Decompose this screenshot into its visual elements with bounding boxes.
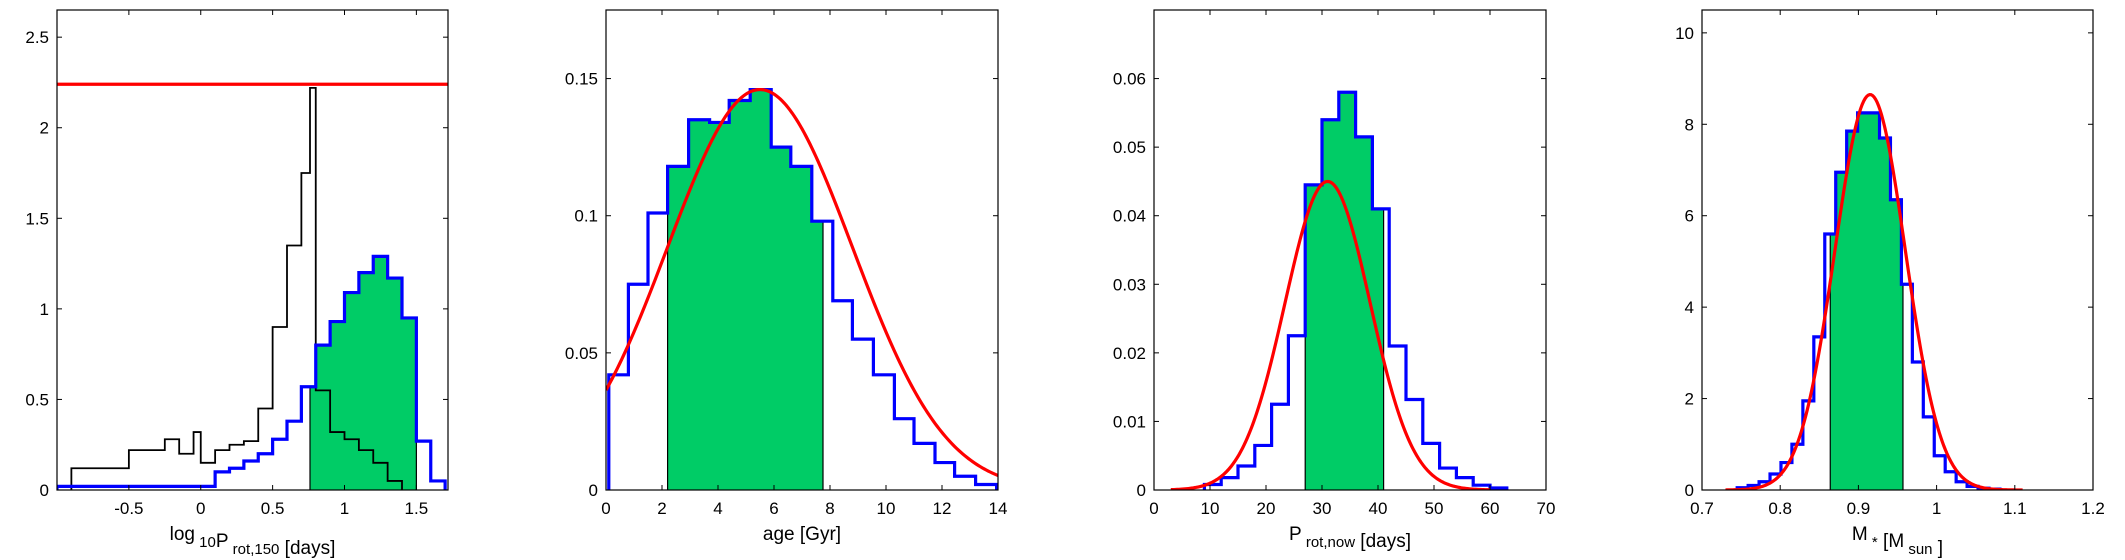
x-axis-label: age [Gyr]: [763, 524, 841, 545]
prior-histogram: [70, 86, 403, 490]
y-tick-label: 1.5: [25, 209, 49, 228]
x-tick-label: 12: [933, 499, 952, 518]
y-tick-label: 0: [1685, 481, 1694, 500]
y-tick-label: 0.06: [1113, 70, 1146, 89]
x-axis-label-part: [M: [1878, 531, 1904, 552]
x-axis-label-subscript: 10: [195, 534, 216, 551]
y-tick-label: 0: [1137, 481, 1146, 500]
gaussian-fit-curve: [1725, 93, 2023, 490]
axes-box: [605, 9, 999, 491]
x-tick-label: 10: [877, 499, 896, 518]
y-tick-label: 0.04: [1113, 207, 1146, 226]
panel-age: 0 2 4 6 8 10 12 14 0 0.05 0.1 0.15 age [Gyr]: [565, 9, 1008, 545]
x-tick-label: 1.2: [2081, 499, 2105, 518]
x-axis-label: log 10P rot,150 [days]: [170, 524, 336, 559]
x-tick-label: 0.7: [1690, 499, 1714, 518]
panel-log-prot150: -0.5 0 0.5 1 1.5 0 0.5 1 1.5 2 2.5 log 10P rot,150 …: [25, 9, 449, 559]
posterior-histogram: [57, 254, 447, 490]
x-tick-label: 0.5: [261, 499, 285, 518]
x-tick-label: -0.5: [114, 499, 143, 518]
axes-box: [1153, 9, 1547, 491]
x-axis-label-part: P: [216, 531, 229, 552]
posterior-histogram: [607, 87, 998, 490]
x-axis-label-part: [days]: [279, 538, 335, 559]
x-tick-label: 0.8: [1768, 499, 1792, 518]
x-tick-label: 4: [713, 499, 722, 518]
x-tick-label: 14: [989, 499, 1008, 518]
x-axis-label-part: [days]: [1355, 531, 1411, 552]
x-tick-label: 70: [1537, 499, 1556, 518]
y-tick-label: 2.5: [25, 28, 49, 47]
y-tick-label: 0.1: [574, 207, 598, 226]
x-axis-label-part: P: [1289, 524, 1302, 545]
x-tick-label: 1: [1932, 499, 1941, 518]
x-tick-label: 1.1: [2003, 499, 2027, 518]
y-tick-label: 4: [1685, 298, 1694, 317]
y-tick-label: 0.01: [1113, 412, 1146, 431]
x-tick-label: 0: [196, 499, 205, 518]
x-axis-label-subscript: rot,150: [229, 541, 280, 558]
x-axis-label: M * [M sun ]: [1852, 524, 1943, 559]
x-tick-label: 60: [1481, 499, 1500, 518]
posterior-histogram: [1202, 90, 1509, 490]
y-tick-label: 0.15: [565, 70, 598, 89]
panel-stellar-mass: 0.7 0.8 0.9 1 1.1 1.2 0 2 4 6 8 10 M * [M sun ]: [1675, 9, 2105, 559]
credible-interval-fill: [1305, 92, 1384, 490]
y-tick-label: 2: [40, 119, 49, 138]
panel-prot-now: 0 10 20 30 40 50 60 70 0 0.01 0.02 0.03 0.04 0.05 0.06…: [1113, 9, 1556, 552]
x-axis-label-subscript: *: [1868, 534, 1878, 551]
y-tick-label: 0.05: [565, 344, 598, 363]
y-tick-label: 0.05: [1113, 138, 1146, 157]
plot-area: [1170, 90, 1509, 490]
y-tick-label: 8: [1685, 115, 1694, 134]
y-tick-label: 2: [1685, 390, 1694, 409]
axes-box: [56, 9, 449, 491]
x-axis-label-part: age [Gyr]: [763, 524, 841, 545]
credible-interval-fill: [1830, 112, 1903, 490]
plot-area: [606, 87, 998, 490]
x-tick-label: 50: [1425, 499, 1444, 518]
axes-box: [1701, 9, 2094, 491]
x-axis-label-part: log: [170, 524, 195, 545]
y-tick-label: 0: [589, 481, 598, 500]
x-axis-label-subscript: rot,now: [1302, 534, 1356, 551]
y-tick-label: 6: [1685, 207, 1694, 226]
y-tick-label: 10: [1675, 24, 1694, 43]
y-tick-label: 0.5: [25, 390, 49, 409]
x-tick-label: 1.5: [405, 499, 429, 518]
y-tick-label: 1: [40, 300, 49, 319]
x-tick-label: 1: [340, 499, 349, 518]
x-tick-label: 0: [601, 499, 610, 518]
plot-area: [57, 82, 448, 490]
x-tick-label: 2: [657, 499, 666, 518]
x-axis-label-part: ]: [1933, 538, 1944, 559]
credible-interval-fill: [667, 89, 823, 490]
gaussian-fit-curve: [1170, 179, 1491, 490]
x-tick-label: 8: [825, 499, 834, 518]
gaussian-fit-curve: [606, 87, 998, 477]
x-tick-label: 0.9: [1847, 499, 1871, 518]
y-tick-label: 0: [40, 481, 49, 500]
plot-area: [1725, 93, 2023, 490]
x-axis-label: P rot,now [days]: [1289, 524, 1411, 552]
x-tick-label: 40: [1369, 499, 1388, 518]
x-tick-label: 30: [1313, 499, 1332, 518]
x-tick-label: 0: [1149, 499, 1158, 518]
x-tick-label: 20: [1257, 499, 1276, 518]
y-tick-label: 0.02: [1113, 344, 1146, 363]
x-tick-label: 10: [1201, 499, 1220, 518]
y-tick-label: 0.03: [1113, 275, 1146, 294]
x-tick-label: 6: [769, 499, 778, 518]
x-axis-label-part: M: [1852, 524, 1868, 545]
x-axis-label-subscript: sun: [1904, 541, 1932, 558]
